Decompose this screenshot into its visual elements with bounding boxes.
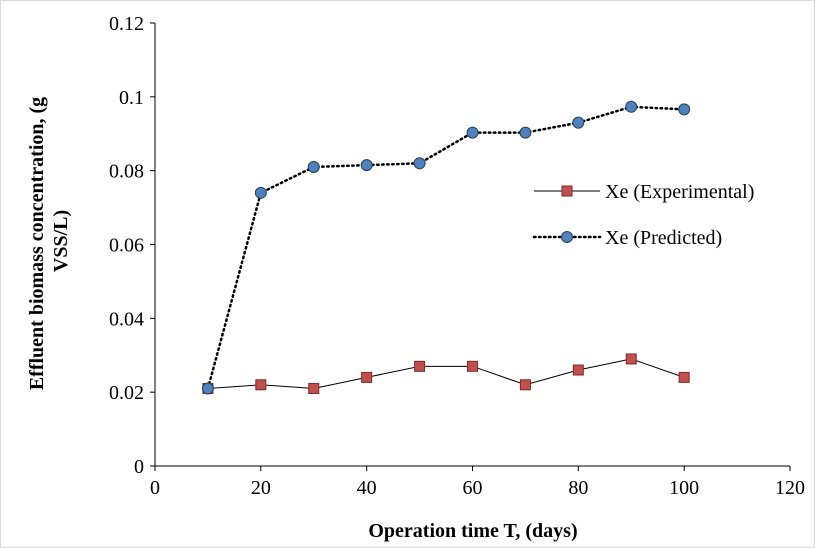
x-axis-title: Operation time T, (days): [368, 520, 577, 542]
y-ticks: 0 0.02 0.04 0.06 0.08 0.1 0.12: [109, 13, 155, 478]
y-tick-label: 0.02: [109, 382, 144, 404]
data-point-xe-experimental: [572, 364, 584, 376]
legend-marker-experimental: [561, 185, 573, 197]
data-point-xe-experimental: [467, 360, 478, 372]
data-point-xe-experimental: [678, 371, 690, 383]
y-axis-title-line-2: VSS/L): [50, 210, 72, 272]
y-tick-label: 0.06: [109, 235, 144, 257]
legend-label-predicted: Xe (Predicted): [605, 227, 722, 249]
data-point-xe-predicted: [201, 382, 214, 395]
series-line-xe-experimental: [207, 358, 685, 389]
data-point-xe-predicted: [254, 186, 267, 199]
x-tick-label: 40: [357, 477, 377, 499]
y-tick-label: 0.1: [119, 87, 144, 109]
y-tick-label: 0: [134, 456, 144, 478]
x-tick-label: 0: [150, 477, 160, 499]
legend: Xe (Experimental) Xe (Predicted): [532, 181, 754, 249]
x-tick-label: 20: [251, 477, 271, 499]
y-tick-label: 0.08: [109, 161, 144, 183]
data-point-xe-predicted: [466, 126, 479, 139]
data-point-xe-predicted: [413, 157, 426, 170]
data-point-xe-predicted: [572, 116, 585, 129]
data-point-xe-experimental: [361, 371, 373, 383]
legend-marker-predicted: [561, 231, 573, 243]
series-line-xe-predicted: [206, 105, 686, 390]
data-point-xe-predicted: [625, 100, 638, 113]
data-point-xe-experimental: [308, 382, 320, 394]
data-point-xe-predicted: [678, 103, 691, 116]
y-tick-label: 0.12: [109, 13, 144, 35]
data-point-xe-predicted: [360, 159, 373, 172]
y-axis-title-line-1: Effluent biomass concentration, (g: [26, 97, 48, 390]
data-point-xe-experimental: [625, 353, 637, 365]
x-tick-label: 120: [775, 477, 805, 499]
data-point-xe-predicted: [519, 126, 532, 139]
data-point-xe-experimental: [519, 379, 531, 391]
data-point-xe-experimental: [414, 360, 426, 372]
x-tick-label: 80: [568, 477, 588, 499]
data-point-xe-predicted: [307, 160, 320, 173]
x-ticks: 0 20 40 60 80 100 120: [150, 466, 805, 499]
x-tick-label: 60: [463, 477, 483, 499]
y-axis-title: Effluent biomass concentration, (g VSS/L…: [26, 92, 72, 390]
series-layer: [201, 100, 691, 395]
data-point-xe-experimental: [255, 379, 267, 391]
legend-item-predicted: Xe (Predicted): [532, 227, 722, 249]
legend-item-experimental: Xe (Experimental): [534, 181, 754, 203]
y-tick-label: 0.04: [109, 308, 144, 330]
legend-label-experimental: Xe (Experimental): [605, 181, 754, 203]
x-tick-label: 100: [669, 477, 699, 499]
